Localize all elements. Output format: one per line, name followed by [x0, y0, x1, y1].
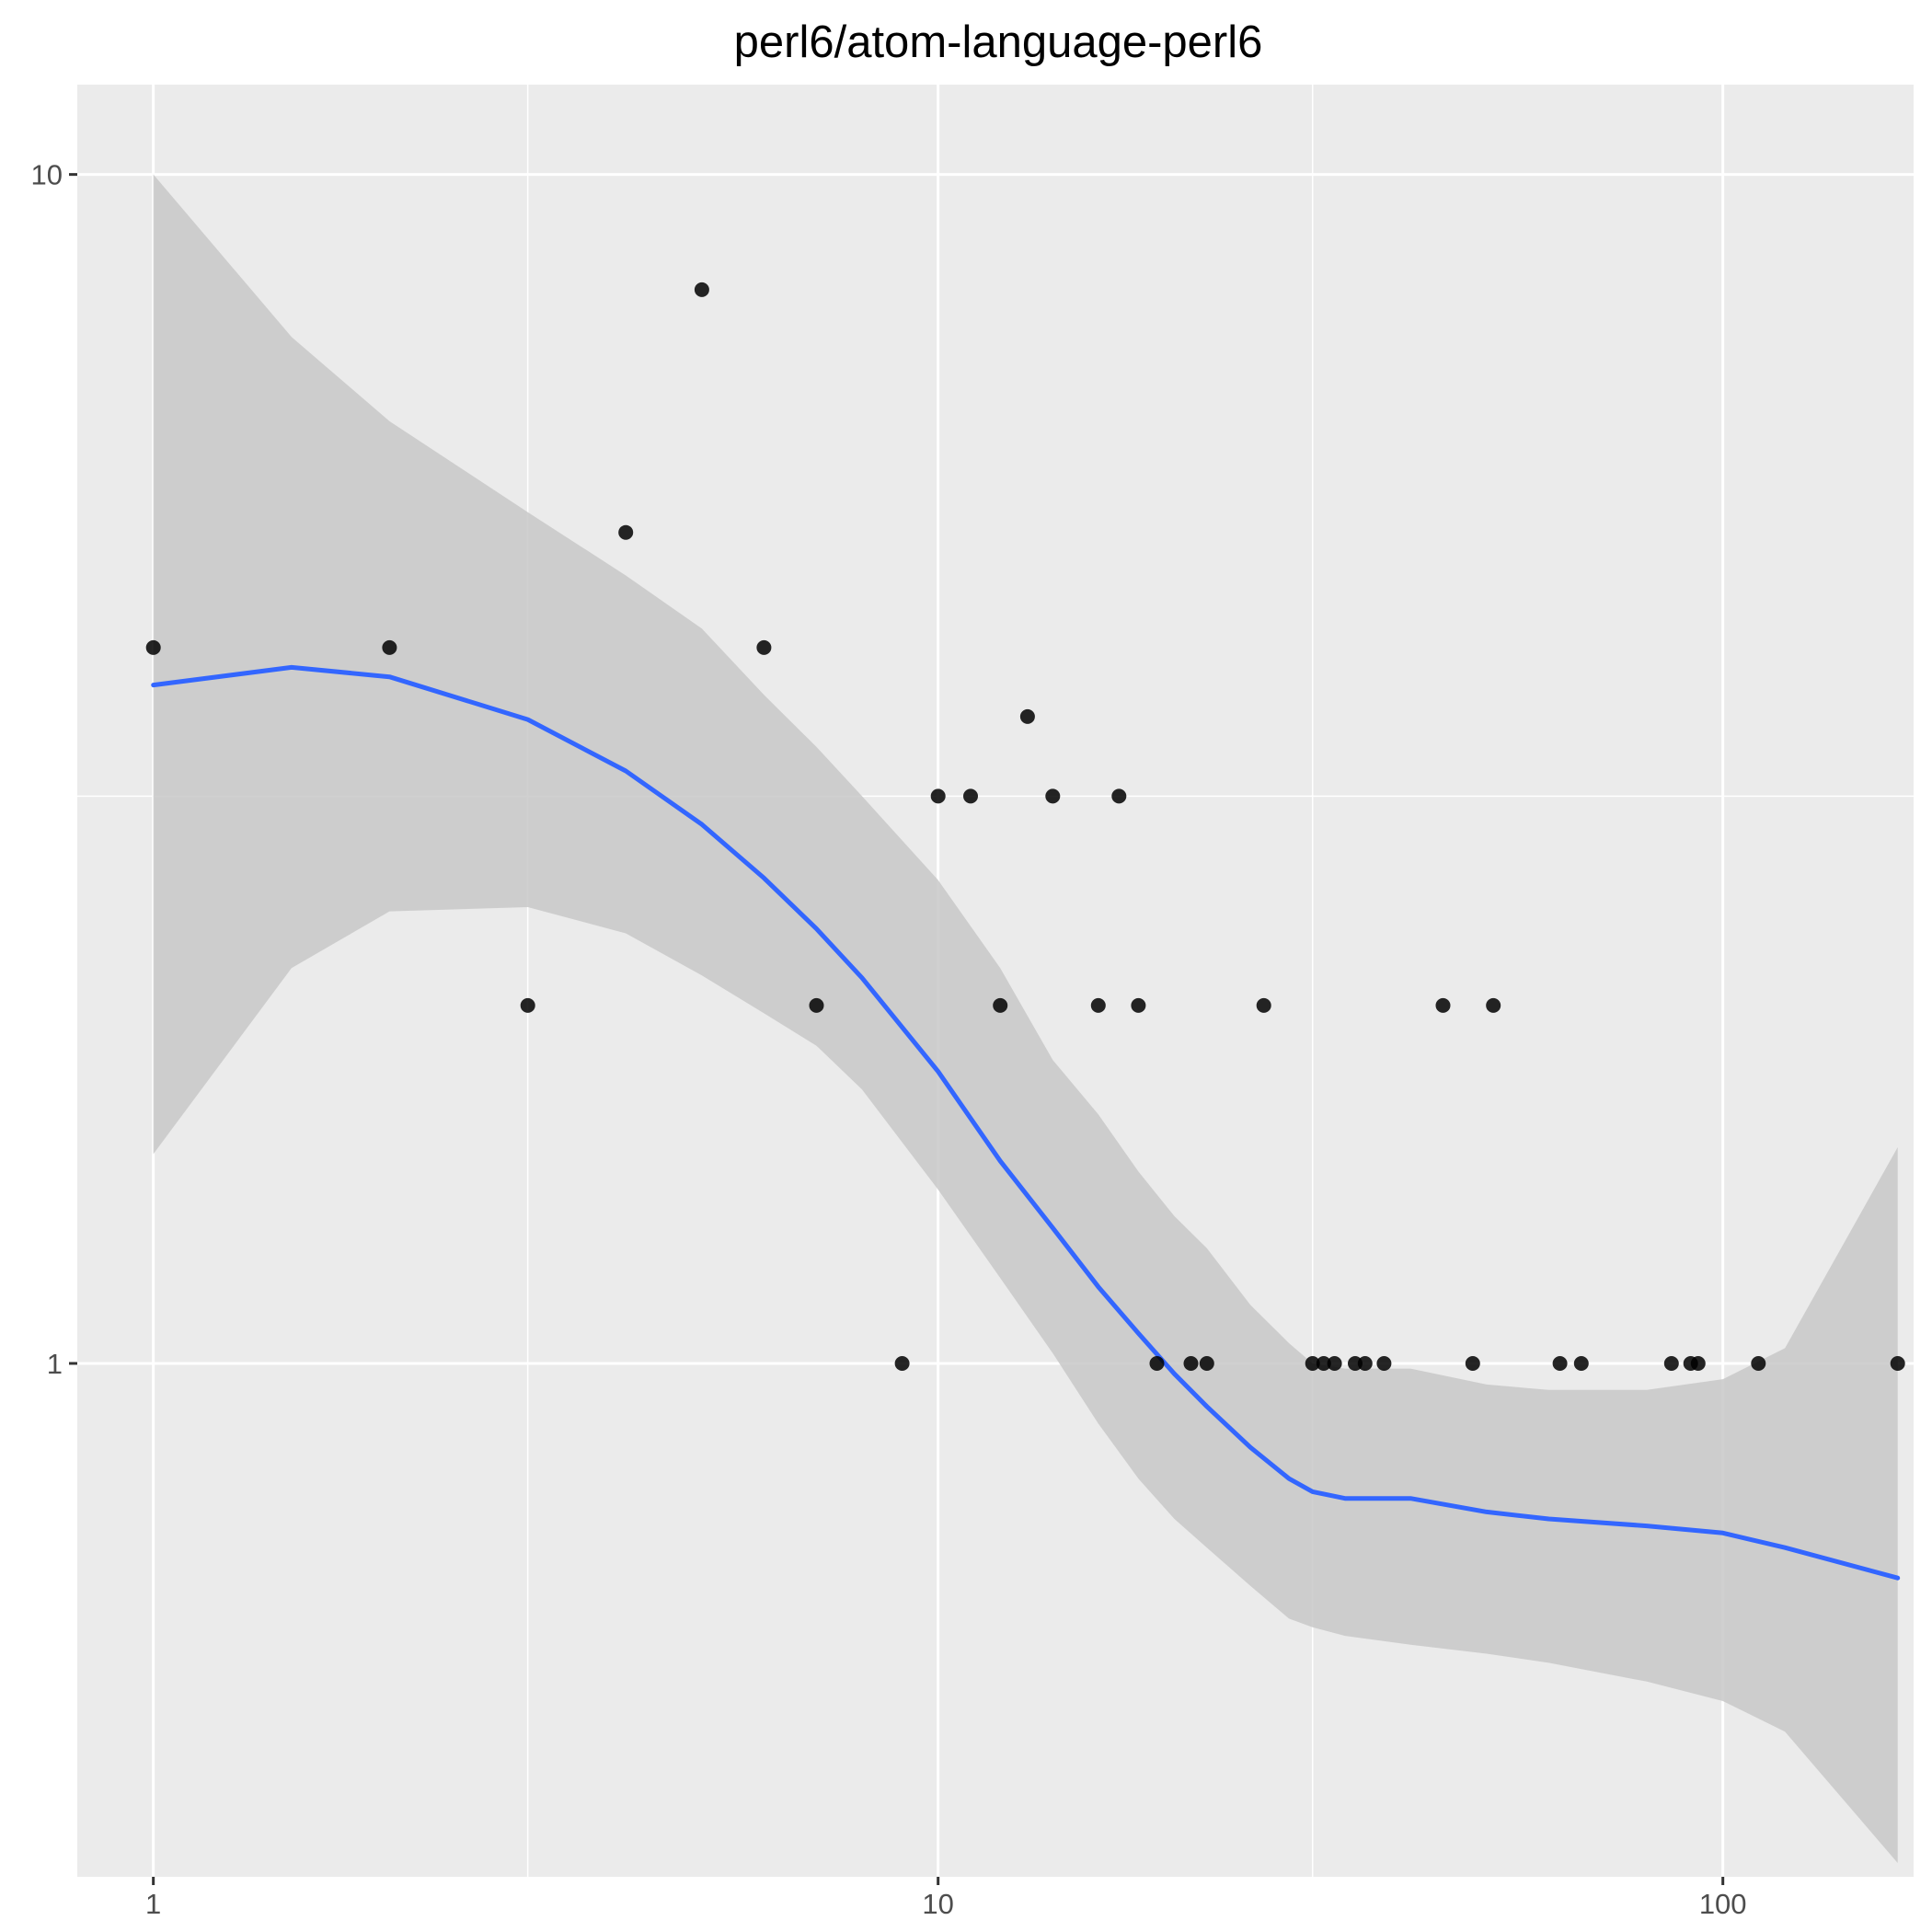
data-point — [1199, 1356, 1214, 1371]
data-point — [930, 788, 946, 804]
data-point — [1890, 1356, 1905, 1371]
data-point — [756, 639, 772, 655]
data-point — [1690, 1356, 1706, 1371]
data-point — [1131, 997, 1146, 1013]
x-tick-label: 10 — [922, 1888, 953, 1920]
data-point — [1573, 1356, 1589, 1371]
axes: 1 10 100 1 10 — [31, 159, 1747, 1920]
y-tick-label: 1 — [47, 1348, 63, 1380]
data-point — [1305, 1356, 1320, 1371]
data-point — [382, 639, 397, 655]
data-point — [993, 997, 1008, 1013]
data-point — [145, 639, 161, 655]
data-points — [145, 282, 1905, 1371]
data-point — [1465, 1356, 1480, 1371]
data-point — [520, 997, 535, 1013]
smooth-line — [151, 664, 1901, 1581]
data-point — [1552, 1356, 1568, 1371]
data-point — [809, 997, 824, 1013]
data-point — [1019, 708, 1035, 724]
data-point — [618, 524, 634, 540]
data-point — [1183, 1356, 1199, 1371]
data-point — [894, 1356, 910, 1371]
data-point — [1149, 1356, 1165, 1371]
data-point — [1327, 1356, 1342, 1371]
x-tick-label: 100 — [1699, 1888, 1747, 1920]
data-point — [1435, 997, 1451, 1013]
data-point — [963, 788, 978, 804]
x-tick-label: 1 — [145, 1888, 161, 1920]
data-point — [1090, 997, 1106, 1013]
chart-title: perl6/atom-language-perl6 — [734, 17, 1263, 67]
data-point — [1316, 1356, 1331, 1371]
data-point — [1376, 1356, 1392, 1371]
data-point — [1486, 997, 1501, 1013]
data-point — [1663, 1356, 1679, 1371]
y-tick-label: 10 — [31, 159, 63, 191]
data-point — [1357, 1356, 1373, 1371]
confidence-band — [153, 174, 1898, 1864]
data-point — [1751, 1356, 1766, 1371]
data-point — [1111, 788, 1127, 804]
smooth-line-path — [151, 664, 1901, 1581]
data-point — [694, 282, 709, 297]
confidence-ribbon — [153, 174, 1898, 1864]
data-point — [1256, 997, 1271, 1013]
data-point — [1045, 788, 1061, 804]
